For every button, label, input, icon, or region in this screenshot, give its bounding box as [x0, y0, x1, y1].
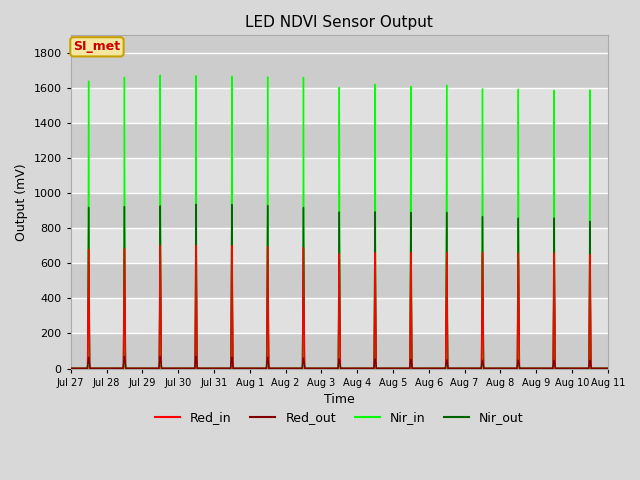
Bar	[70, 299, 608, 334]
Bar	[70, 264, 608, 299]
Title: LED NDVI Sensor Output: LED NDVI Sensor Output	[245, 15, 433, 30]
Bar	[70, 334, 608, 369]
Legend: Red_in, Red_out, Nir_in, Nir_out: Red_in, Red_out, Nir_in, Nir_out	[150, 406, 529, 429]
Bar	[70, 228, 608, 264]
Bar	[70, 158, 608, 193]
Bar	[70, 88, 608, 123]
Bar	[70, 53, 608, 88]
X-axis label: Time: Time	[324, 393, 355, 406]
Y-axis label: Output (mV): Output (mV)	[15, 163, 28, 241]
Bar	[70, 193, 608, 228]
Bar	[70, 123, 608, 158]
Text: SI_met: SI_met	[74, 40, 120, 53]
